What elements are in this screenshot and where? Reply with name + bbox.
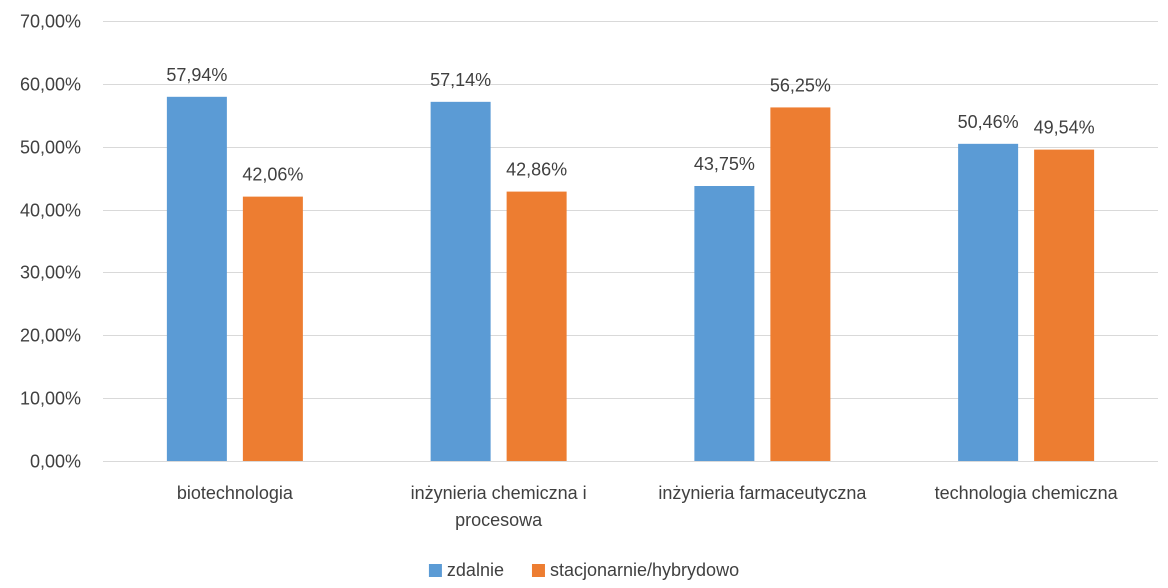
y-tick-label: 10,00% [20, 389, 81, 409]
data-label: 42,86% [506, 160, 567, 180]
data-label: 56,25% [770, 75, 831, 95]
y-tick-label: 70,00% [20, 12, 81, 32]
data-label: 50,46% [958, 112, 1019, 132]
legend-label: zdalnie [447, 560, 504, 580]
data-labels: 57,94% 42,06% 57,14% 42,86% 43,75% 56,25% 50,4… [166, 65, 1094, 185]
y-tick-label: 50,00% [20, 138, 81, 158]
legend-swatch [428, 564, 442, 577]
data-label: 43,75% [694, 154, 755, 174]
bar-stacjonarnie [242, 196, 303, 461]
data-label: 42,06% [242, 165, 303, 185]
bar-zdalnie [430, 101, 491, 461]
y-tick-label: 30,00% [20, 263, 81, 283]
y-tick-label: 0,00% [30, 452, 81, 472]
bars [166, 96, 1095, 461]
bar-zdalnie [166, 96, 227, 461]
category-label: technologia chemiczna [935, 483, 1119, 503]
category-label: procesowa [455, 510, 543, 530]
category-label: biotechnologia [177, 483, 294, 503]
category-label: inżynieria farmaceutyczna [658, 483, 867, 503]
x-axis-category-labels: biotechnologia inżynieria chemiczna i proc… [177, 483, 1119, 530]
data-label: 57,94% [166, 65, 227, 85]
bar-zdalnie [694, 186, 755, 461]
bar-stacjonarnie [770, 107, 831, 461]
bar-zdalnie [958, 143, 1019, 461]
legend-swatch [531, 564, 545, 577]
y-tick-label: 40,00% [20, 201, 81, 221]
data-label: 49,54% [1034, 118, 1095, 138]
y-tick-label: 20,00% [20, 326, 81, 346]
legend-label: stacjonarnie/hybrydowo [550, 560, 739, 580]
y-tick-label: 60,00% [20, 75, 81, 95]
y-axis-tick-labels: 0,00% 10,00% 20,00% 30,00% 40,00% 50,00% 60,00… [20, 12, 81, 472]
data-label: 57,14% [430, 70, 491, 90]
bar-stacjonarnie [1034, 149, 1095, 461]
bar-stacjonarnie [506, 191, 567, 461]
legend: zdalnie stacjonarnie/hybrydowo [428, 560, 739, 580]
category-label: inżynieria chemiczna i [411, 483, 587, 503]
